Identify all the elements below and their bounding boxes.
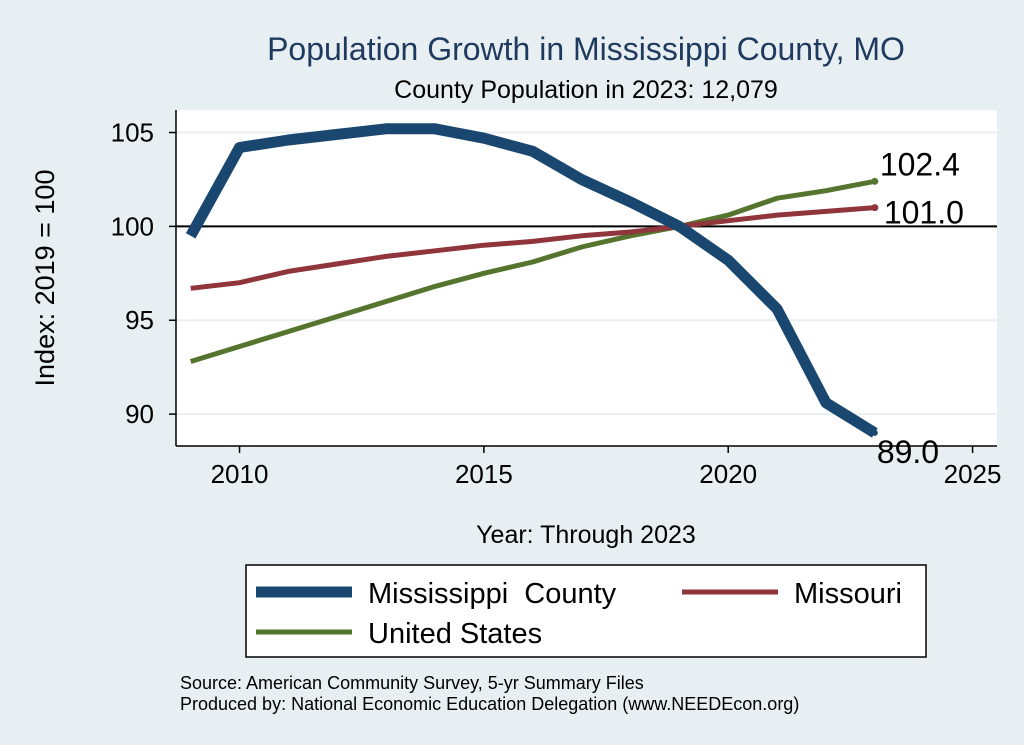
plot-area	[176, 110, 997, 446]
x-tick-label: 2025	[944, 459, 1002, 489]
y-tick-label: 90	[125, 399, 154, 429]
legend-box	[245, 564, 927, 658]
y-tick-label: 105	[111, 118, 154, 148]
legend-label-missouri: Missouri	[794, 578, 902, 610]
end-labels: 89.0 101.0 102.4	[877, 146, 964, 470]
y-axis-ticks: 90 95 100 105	[111, 118, 176, 429]
legend-label-united-states: United States	[368, 618, 542, 650]
y-tick-label: 100	[111, 211, 154, 241]
legend-label-mississippi-county: Mississippi County	[368, 578, 617, 610]
x-tick-label: 2015	[455, 459, 513, 489]
series-lines	[185, 123, 879, 438]
series-end-point-united-states	[871, 177, 879, 185]
end-label-missouri: 101.0	[884, 195, 964, 231]
x-tick-label: 2020	[699, 459, 757, 489]
series-line-united-states	[189, 178, 876, 364]
x-axis-ticks: 2010 2015 2020 2025	[211, 446, 1002, 489]
y-tick-label: 95	[125, 305, 154, 335]
series-end-point-mississippi-county	[871, 429, 878, 436]
footer-source: Source: American Community Survey, 5-yr …	[180, 673, 644, 693]
series-end-point-missouri	[871, 204, 879, 212]
x-tick-label: 2010	[211, 459, 269, 489]
end-label-united-states: 102.4	[880, 146, 960, 182]
end-label-mississippi-county: 89.0	[877, 434, 939, 470]
series-line-missouri	[190, 205, 875, 291]
y-axis-title: Index: 2019 = 100	[30, 170, 60, 387]
footer-produced-by: Produced by: National Economic Education…	[180, 694, 799, 714]
chart-title: Population Growth in Mississippi County,…	[267, 31, 905, 67]
legend: Mississippi County Missouri United State…	[245, 564, 927, 658]
series-line-mississippi-county	[185, 123, 878, 438]
chart-subtitle: County Population in 2023: 12,079	[394, 76, 778, 104]
x-axis-title: Year: Through 2023	[476, 521, 696, 549]
